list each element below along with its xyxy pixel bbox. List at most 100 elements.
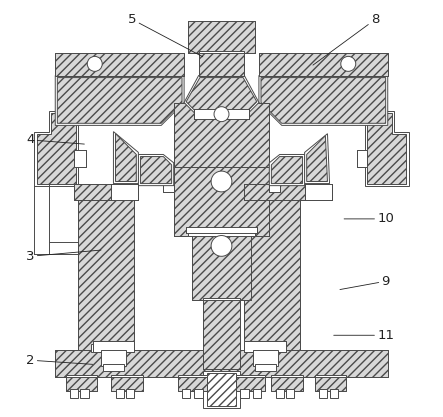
Polygon shape: [178, 377, 207, 392]
Bar: [272, 375, 303, 392]
Text: 8: 8: [313, 13, 380, 65]
Circle shape: [211, 171, 232, 192]
Bar: [203, 371, 240, 408]
Bar: [240, 389, 249, 397]
Polygon shape: [163, 167, 174, 192]
Bar: [269, 167, 280, 192]
Bar: [245, 342, 286, 352]
Polygon shape: [245, 183, 309, 200]
Bar: [330, 389, 338, 397]
Polygon shape: [78, 196, 134, 350]
Circle shape: [341, 56, 356, 71]
Polygon shape: [315, 377, 346, 392]
Bar: [78, 196, 134, 350]
Bar: [276, 389, 284, 397]
Polygon shape: [174, 103, 269, 167]
Bar: [207, 373, 236, 406]
Bar: [198, 50, 245, 75]
Polygon shape: [192, 234, 251, 300]
Polygon shape: [93, 342, 134, 352]
Polygon shape: [259, 53, 388, 75]
Text: 5: 5: [128, 13, 203, 57]
Polygon shape: [55, 75, 184, 126]
Polygon shape: [57, 78, 182, 123]
Bar: [255, 364, 276, 371]
Polygon shape: [111, 183, 138, 200]
Polygon shape: [305, 134, 330, 183]
Polygon shape: [261, 78, 386, 123]
Bar: [178, 375, 207, 392]
Bar: [188, 229, 255, 236]
Bar: [203, 298, 240, 369]
Bar: [253, 350, 278, 367]
Bar: [357, 150, 367, 167]
Bar: [174, 103, 269, 167]
Bar: [66, 375, 97, 392]
Bar: [188, 21, 255, 53]
Bar: [259, 53, 388, 75]
Bar: [286, 389, 294, 397]
Bar: [74, 183, 138, 200]
Bar: [194, 109, 249, 119]
Circle shape: [214, 107, 229, 122]
Bar: [319, 389, 327, 397]
Polygon shape: [111, 377, 143, 392]
Bar: [55, 350, 388, 377]
Polygon shape: [35, 111, 78, 186]
Bar: [245, 196, 300, 350]
Polygon shape: [140, 156, 171, 183]
Bar: [103, 364, 124, 371]
Polygon shape: [245, 196, 300, 350]
Polygon shape: [74, 150, 86, 167]
Bar: [101, 350, 126, 367]
Bar: [93, 342, 134, 352]
Bar: [80, 389, 89, 397]
Polygon shape: [367, 113, 406, 183]
Polygon shape: [55, 53, 184, 75]
Bar: [174, 167, 269, 236]
Text: 2: 2: [26, 354, 93, 367]
Bar: [305, 183, 332, 200]
Circle shape: [87, 56, 102, 71]
Bar: [245, 183, 309, 200]
Circle shape: [211, 236, 232, 256]
Text: 9: 9: [340, 275, 390, 289]
Bar: [163, 167, 174, 192]
Bar: [126, 389, 134, 397]
Text: 3: 3: [26, 250, 101, 263]
Polygon shape: [269, 154, 305, 186]
Polygon shape: [113, 132, 138, 183]
Bar: [111, 375, 143, 392]
Bar: [90, 344, 120, 352]
Text: 10: 10: [344, 212, 394, 226]
Polygon shape: [203, 300, 240, 369]
Bar: [253, 389, 261, 397]
Polygon shape: [365, 111, 408, 186]
Polygon shape: [138, 154, 174, 186]
Polygon shape: [236, 377, 265, 392]
Polygon shape: [245, 342, 286, 352]
Polygon shape: [184, 75, 259, 117]
Bar: [236, 375, 265, 392]
Polygon shape: [272, 377, 303, 392]
Bar: [194, 389, 203, 397]
Polygon shape: [198, 53, 245, 75]
Text: 11: 11: [334, 329, 394, 342]
Polygon shape: [74, 183, 138, 200]
Polygon shape: [305, 183, 332, 200]
Polygon shape: [66, 377, 97, 392]
Polygon shape: [186, 78, 257, 116]
Bar: [182, 389, 190, 397]
Bar: [186, 227, 257, 234]
Bar: [315, 375, 346, 392]
Polygon shape: [188, 21, 255, 53]
Text: 4: 4: [26, 133, 84, 146]
Bar: [70, 389, 78, 397]
Polygon shape: [55, 350, 388, 377]
Polygon shape: [116, 134, 136, 181]
Polygon shape: [272, 156, 303, 183]
Bar: [55, 53, 184, 75]
Bar: [74, 150, 86, 167]
Polygon shape: [269, 167, 280, 192]
Bar: [111, 183, 138, 200]
